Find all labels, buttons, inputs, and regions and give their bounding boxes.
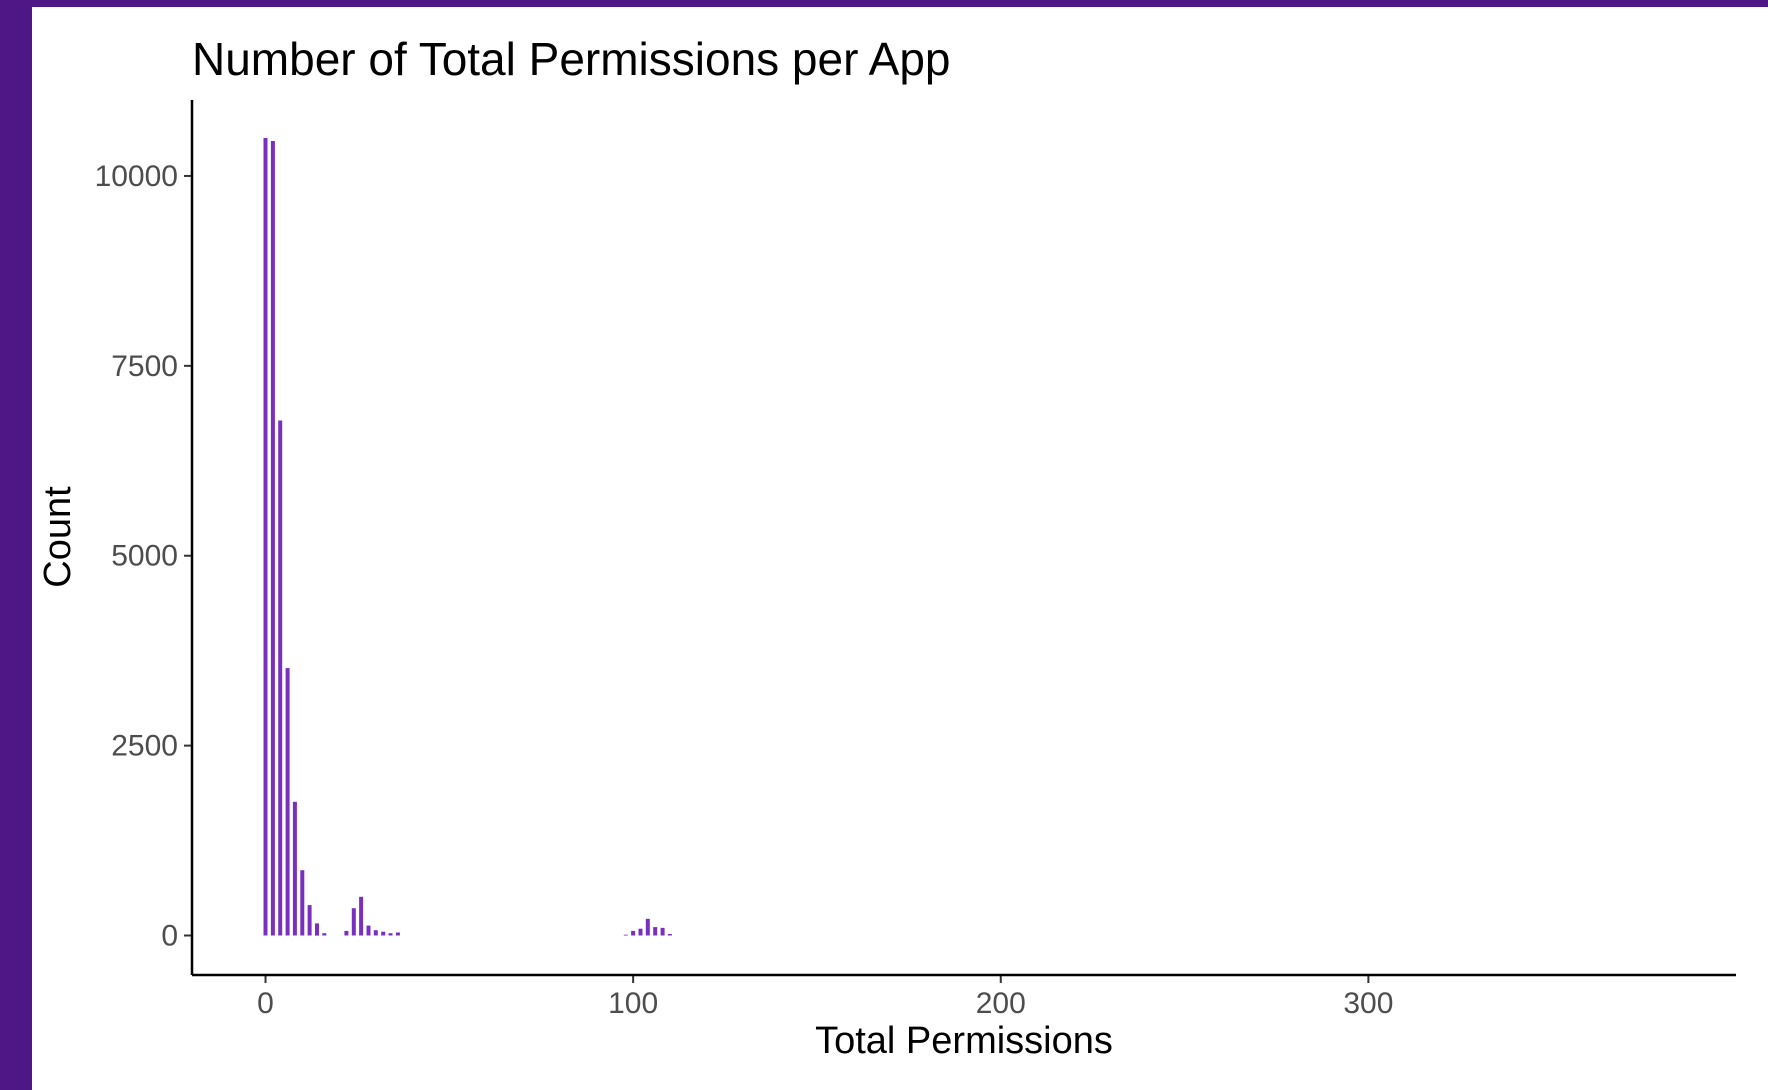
- histogram-bar: [270, 141, 275, 936]
- histogram-bar: [344, 930, 349, 936]
- y-tick-label: 5000: [111, 540, 178, 573]
- histogram-bar: [631, 930, 636, 936]
- histogram-bar: [395, 932, 400, 936]
- y-tick-label: 0: [161, 920, 178, 953]
- histogram-bar: [278, 420, 283, 936]
- histogram-bar: [645, 918, 650, 936]
- histogram-bar: [300, 870, 305, 936]
- y-tick-label: 2500: [111, 730, 178, 763]
- y-tick-label: 7500: [111, 350, 178, 383]
- chart-panel: Number of Total Permissions per App 0 250…: [32, 7, 1768, 1090]
- histogram-bar: [263, 138, 268, 936]
- histogram-bar: [322, 933, 327, 936]
- y-axis-title: Count: [37, 486, 79, 588]
- histogram-bar: [667, 934, 672, 936]
- x-tick-label: 0: [257, 987, 274, 1020]
- histogram-bar: [660, 927, 665, 936]
- x-axis-ticks: 0 100 200 300: [257, 975, 1393, 1020]
- histogram-bar: [638, 928, 643, 936]
- x-tick-label: 100: [608, 987, 658, 1020]
- histogram-bar: [292, 801, 297, 936]
- bars-group: [263, 138, 672, 936]
- histogram-bar: [285, 668, 290, 936]
- y-axis-ticks: 0 2500 5000 7500 10000: [95, 160, 192, 953]
- histogram-bar: [388, 933, 393, 936]
- histogram-bar: [373, 930, 378, 936]
- x-tick-label: 200: [976, 987, 1026, 1020]
- histogram-chart: Number of Total Permissions per App 0 250…: [37, 33, 1736, 1062]
- histogram-bar: [653, 927, 658, 936]
- chart-title: Number of Total Permissions per App: [192, 33, 951, 85]
- histogram-bar: [623, 934, 628, 936]
- histogram-bar: [366, 925, 371, 936]
- histogram-bar: [351, 908, 356, 936]
- x-tick-label: 300: [1343, 987, 1393, 1020]
- histogram-bar: [381, 931, 386, 936]
- histogram-bar: [315, 923, 319, 936]
- y-tick-label: 10000: [95, 160, 178, 193]
- histogram-bar: [307, 905, 312, 936]
- histogram-bar: [359, 896, 364, 936]
- x-axis-title: Total Permissions: [815, 1020, 1113, 1062]
